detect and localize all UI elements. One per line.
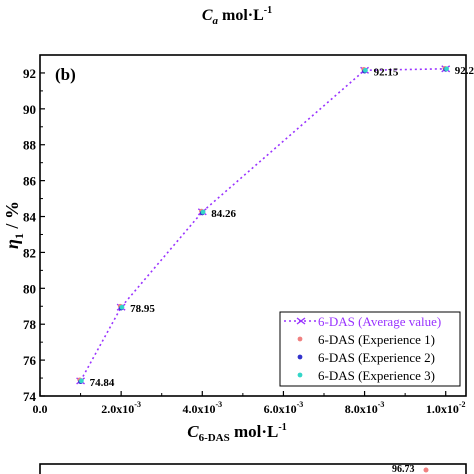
series-layer xyxy=(76,65,451,385)
y-tick-label: 76 xyxy=(23,353,37,368)
legend-box xyxy=(279,311,461,387)
y-tick-label: 74 xyxy=(23,389,37,404)
legend-point-swatch xyxy=(297,372,303,378)
y-axis-ticks: 74 76 78 80 82 84 86 88 90 92 xyxy=(23,66,45,404)
x-tick-label: 1.0x10-2 xyxy=(426,400,466,416)
x-axis-label: C6-DAS mol·L-1 xyxy=(187,422,287,444)
legend-x-marker xyxy=(296,317,306,325)
x-tick-label: 4.0x10-3 xyxy=(182,400,222,416)
data-label: 92.23 xyxy=(455,65,474,77)
next-panel-partial-label: 96.73 xyxy=(392,464,415,474)
y-tick-label: 78 xyxy=(23,317,37,332)
plot-frame xyxy=(39,54,467,397)
x-axis-ticks: 0.0 2.0x10-3 4.0x10-3 6.0x10-3 8.0x10-3 1.0x1… xyxy=(33,391,466,416)
legend-point-swatch xyxy=(297,354,303,360)
next-panel-partial-point xyxy=(423,467,429,473)
top-axis-label: Ca mol·L-1 xyxy=(202,5,272,27)
y-tick-label: 84 xyxy=(23,210,37,225)
data-label: 74.84 xyxy=(90,377,115,389)
legend: 6-DAS (Average value) 6-DAS (Experience 1… xyxy=(279,311,461,387)
y-tick-label: 82 xyxy=(23,245,36,260)
y-tick-label: 80 xyxy=(23,281,36,296)
y-axis-label: η1 / % xyxy=(2,201,26,249)
x-tick-label: 0.0 xyxy=(33,402,48,416)
experience-3-point xyxy=(444,66,449,72)
legend-entry-label: 6-DAS (Experience 3) xyxy=(318,368,435,383)
y-tick-label: 88 xyxy=(23,138,37,153)
next-panel-frame xyxy=(39,463,467,474)
x-tick-label: 8.0x10-3 xyxy=(345,400,385,416)
experience-3-point xyxy=(200,209,206,215)
experience-3-point xyxy=(119,304,125,310)
data-labels: 74.84 78.95 84.26 92.15 92.23 xyxy=(90,65,474,389)
y-tick-label: 92 xyxy=(23,66,36,81)
legend-entry-label: 6-DAS (Experience 2) xyxy=(318,350,435,365)
data-label: 78.95 xyxy=(130,303,155,315)
data-label: 92.15 xyxy=(374,66,399,78)
panel-label: (b) xyxy=(55,65,76,84)
series-line-average xyxy=(79,68,446,382)
y-tick-label: 86 xyxy=(23,174,37,189)
legend-point-swatch xyxy=(297,336,303,342)
legend-entry-label: 6-DAS (Average value) xyxy=(318,314,441,329)
x-tick-label: 6.0x10-3 xyxy=(264,400,304,416)
data-label: 84.26 xyxy=(211,208,236,220)
x-tick-label: 2.0x10-3 xyxy=(101,400,141,416)
legend-entry-label: 6-DAS (Experience 1) xyxy=(318,332,435,347)
y-tick-label: 90 xyxy=(23,102,36,117)
experience-3-point xyxy=(362,67,368,73)
experience-3-point xyxy=(78,378,84,384)
